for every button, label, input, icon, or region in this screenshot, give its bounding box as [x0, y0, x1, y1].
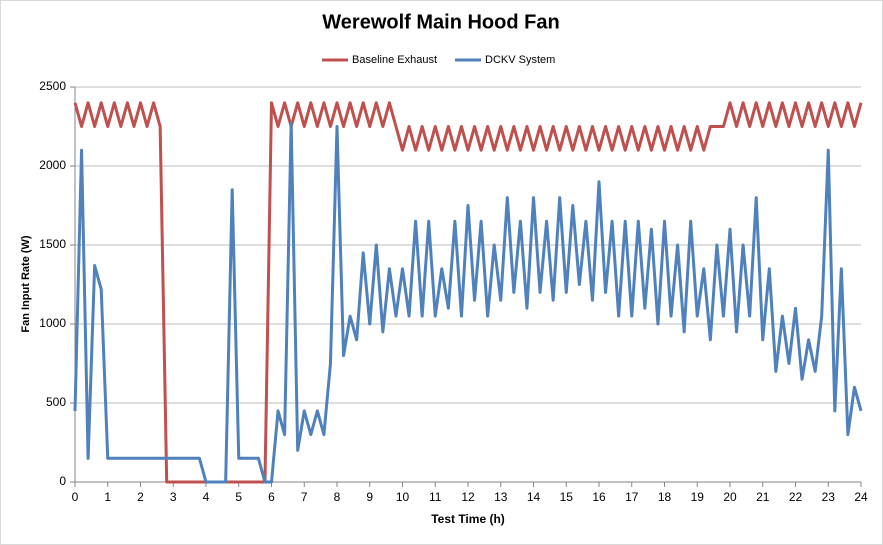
x-tick-label: 2: [137, 490, 144, 504]
x-tick-label: 5: [235, 490, 242, 504]
x-tick-label: 3: [170, 490, 177, 504]
y-tick-label: 2500: [39, 79, 66, 93]
series-line: [73, 121, 863, 484]
x-tick-label: 13: [494, 490, 508, 504]
x-tick-label: 7: [301, 490, 308, 504]
chart-title: Werewolf Main Hood Fan: [322, 11, 559, 33]
x-tick-label: 23: [822, 490, 836, 504]
x-tick-label: 16: [592, 490, 606, 504]
legend-label: Baseline Exhaust: [352, 54, 437, 66]
y-tick-label: 1500: [39, 237, 66, 251]
x-axis-title: Test Time (h): [431, 512, 505, 526]
x-tick-label: 0: [72, 490, 79, 504]
y-tick-label: 1000: [39, 316, 66, 330]
x-tick-label: 18: [658, 490, 672, 504]
x-tick-label: 4: [203, 490, 210, 504]
x-tick-label: 19: [691, 490, 705, 504]
x-tick-label: 15: [560, 490, 574, 504]
x-tick-label: 24: [854, 490, 868, 504]
x-tick-label: 12: [461, 490, 475, 504]
x-tick-label: 17: [625, 490, 639, 504]
x-tick-label: 11: [429, 490, 442, 504]
y-tick-label: 0: [59, 474, 66, 488]
x-tick-label: 1: [104, 490, 111, 504]
x-tick-label: 6: [268, 490, 275, 504]
x-tick-label: 9: [366, 490, 373, 504]
x-tick-label: 21: [756, 490, 770, 504]
x-tick-label: 14: [527, 490, 541, 504]
y-tick-label: 500: [46, 395, 66, 409]
legend-label: DCKV System: [485, 54, 555, 66]
x-tick-label: 10: [396, 490, 410, 504]
x-tick-label: 8: [334, 490, 341, 504]
y-axis-title: Fan Input Rate (W): [20, 235, 32, 332]
x-tick-label: 22: [789, 490, 803, 504]
y-tick-label: 2000: [39, 158, 66, 172]
x-tick-label: 20: [723, 490, 737, 504]
